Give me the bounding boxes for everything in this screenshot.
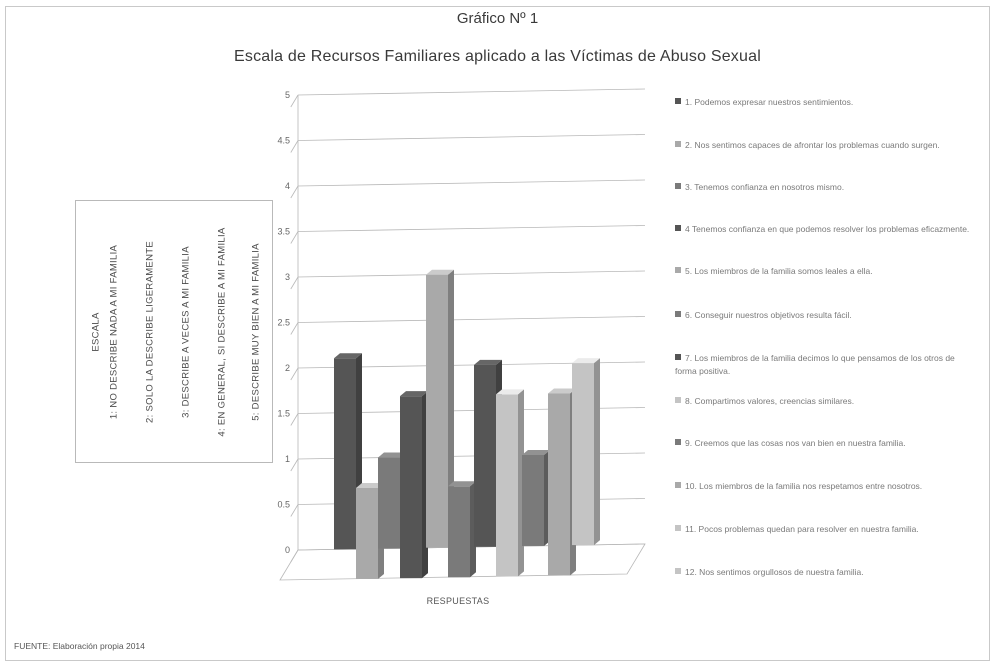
- floor-plane: [279, 543, 646, 581]
- legend-swatch: [675, 354, 681, 360]
- bar-7: [474, 364, 496, 547]
- bar-6-top: [448, 481, 476, 487]
- legend-label: 5. Los miembros de la familia somos leal…: [685, 266, 873, 276]
- legend-item: 11. Pocos problemas quedan para resolver…: [675, 523, 975, 536]
- legend-swatch: [675, 141, 681, 147]
- bar-5: [426, 274, 448, 548]
- gridline-side: [290, 322, 299, 335]
- gridline-side: [290, 413, 299, 426]
- legend-swatch: [675, 482, 681, 488]
- gridline-side: [290, 504, 299, 517]
- bar-4: [400, 396, 422, 579]
- bar-5-top: [426, 269, 454, 275]
- scale-box: ESCALA 1: NO DESCRIBE NADA A MI FAMILIA …: [75, 200, 273, 463]
- legend-swatch: [675, 568, 681, 574]
- legend-label: 12. Nos sentimos orgullosos de nuestra f…: [685, 567, 864, 577]
- bar-1-top: [334, 353, 362, 359]
- y-tick-label: 3: [285, 272, 290, 282]
- bar-3: [378, 457, 400, 549]
- gridline-side: [290, 94, 299, 108]
- legend-item: 3. Tenemos confianza en nosotros mismo.: [675, 181, 975, 194]
- bar-10-top: [548, 388, 576, 394]
- legend-item: 6. Conseguir nuestros objetivos resulta …: [675, 309, 975, 322]
- legend-item: 9. Creemos que las cosas nos van bien en…: [675, 437, 975, 450]
- legend-swatch: [675, 225, 681, 231]
- chart-number-title: Gráfico Nº 1: [456, 10, 539, 27]
- y-tick-label: 0.5: [277, 500, 290, 510]
- y-tick-label: 1: [285, 454, 290, 464]
- legend-item: 8. Compartimos valores, creencias simila…: [675, 395, 975, 408]
- gridline: [297, 88, 646, 96]
- legend-label: 1. Podemos expresar nuestros sentimiento…: [685, 97, 854, 107]
- bar-3-top: [378, 452, 406, 458]
- bar-8: [496, 394, 518, 577]
- legend-swatch: [675, 183, 681, 189]
- bar-2-top: [356, 482, 384, 488]
- gridline: [297, 316, 646, 323]
- y-tick-label: 2.5: [277, 318, 290, 328]
- legend-label: 11. Pocos problemas quedan para resolver…: [685, 524, 919, 534]
- bar-7-top: [474, 359, 502, 365]
- legend-label: 6. Conseguir nuestros objetivos resulta …: [685, 310, 852, 320]
- gridline: [297, 270, 646, 278]
- bar-11: [572, 363, 594, 546]
- source-note: FUENTE: Elaboración propia 2014: [14, 641, 145, 651]
- y-tick-label: 2: [285, 363, 290, 373]
- y-tick-label: 4.5: [277, 136, 290, 146]
- bar-4-top: [400, 391, 428, 397]
- legend-label: 3. Tenemos confianza en nosotros mismo.: [685, 182, 845, 192]
- x-axis-label: RESPUESTAS: [427, 596, 490, 606]
- legend-label: 10. Los miembros de la familia nos respe…: [685, 481, 923, 491]
- bar-2: [356, 487, 378, 579]
- legend-item: 10. Los miembros de la familia nos respe…: [675, 480, 975, 493]
- legend-item: 4 Tenemos confianza en que podemos resol…: [675, 223, 975, 236]
- gridline-side: [290, 367, 299, 381]
- y-tick-label: 1.5: [277, 409, 290, 419]
- bar-5-side: [448, 269, 454, 548]
- gridline-side: [290, 185, 299, 199]
- gridline: [297, 134, 646, 141]
- legend-label: 7. Los miembros de la familia decimos lo…: [675, 353, 955, 376]
- legend-label: 2. Nos sentimos capaces de afrontar los …: [685, 140, 940, 150]
- bar-9-top: [522, 449, 550, 455]
- bar-11-top: [572, 358, 600, 364]
- legend-item: 7. Los miembros de la familia decimos lo…: [675, 352, 975, 378]
- gridline: [297, 179, 646, 187]
- legend-item: 2. Nos sentimos capaces de afrontar los …: [675, 139, 975, 152]
- bar-10: [548, 393, 570, 576]
- legend-label: 4 Tenemos confianza en que podemos resol…: [685, 224, 970, 234]
- legend-swatch: [675, 311, 681, 317]
- bar-8-top: [496, 389, 524, 395]
- legend-item: 12. Nos sentimos orgullosos de nuestra f…: [675, 566, 975, 579]
- legend-swatch: [675, 397, 681, 403]
- bar-6: [448, 486, 470, 578]
- gridline-side: [290, 140, 299, 153]
- y-tick-label: 0: [285, 545, 290, 555]
- gridline: [297, 225, 646, 232]
- bar-9: [522, 454, 544, 546]
- gridline-side: [290, 276, 299, 290]
- y-tick-label: 3.5: [277, 227, 290, 237]
- legend-item: 1. Podemos expresar nuestros sentimiento…: [675, 96, 975, 109]
- legend-label: 8. Compartimos valores, creencias simila…: [685, 396, 855, 406]
- y-tick-label: 4: [285, 181, 290, 191]
- chart-title: Escala de Recursos Familiares aplicado a…: [234, 48, 761, 65]
- legend-swatch: [675, 525, 681, 531]
- gridline-side: [290, 231, 299, 244]
- legend-swatch: [675, 267, 681, 273]
- legend-item: 5. Los miembros de la familia somos leal…: [675, 265, 975, 278]
- bar-1: [334, 358, 356, 550]
- gridline-side: [290, 458, 299, 472]
- y-tick-label: 5: [285, 90, 290, 100]
- legend-swatch: [675, 439, 681, 445]
- legend-swatch: [675, 98, 681, 104]
- bar-11-side: [594, 358, 600, 546]
- legend-label: 9. Creemos que las cosas nos van bien en…: [685, 438, 906, 448]
